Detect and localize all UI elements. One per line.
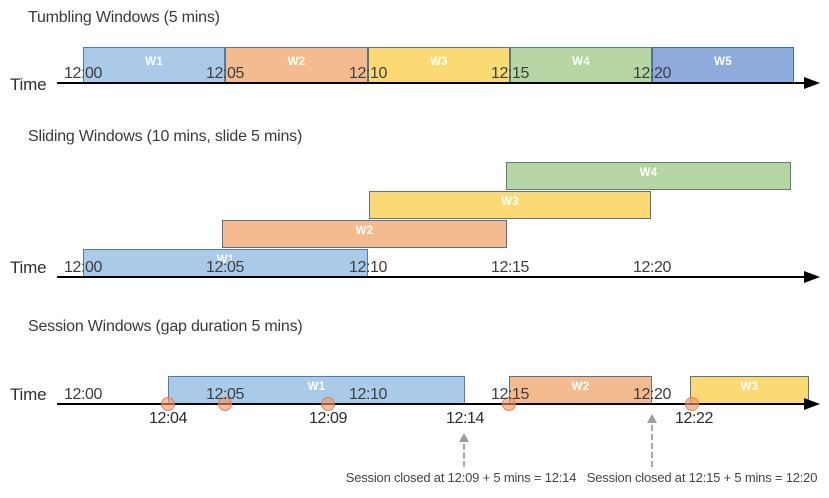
event-dot — [218, 397, 232, 411]
tick-label: 12:10 — [348, 386, 388, 403]
tick-label: 12:00 — [63, 65, 103, 82]
tick-label: 12:10 — [348, 65, 388, 82]
tick-label: 12:05 — [205, 259, 245, 276]
annotation-text: Session closed at 12:15 + 5 mins = 12:20 — [586, 470, 818, 485]
window-box: W4 — [506, 162, 791, 190]
tick-label: 12:20 — [632, 259, 672, 276]
window-label: W2 — [355, 225, 374, 237]
timeline — [57, 276, 806, 278]
window-label: W2 — [571, 381, 590, 393]
annotation-arrow-icon — [459, 433, 469, 442]
tick-label: 12:00 — [63, 386, 103, 403]
timeline-arrowhead-icon — [804, 77, 820, 89]
window-label: W4 — [639, 167, 658, 179]
window-label: W1 — [145, 56, 163, 68]
section-title: Session Windows (gap duration 5 mins) — [28, 318, 303, 335]
window-box: W3 — [369, 191, 651, 219]
timeline — [57, 403, 806, 405]
window-label: W1 — [216, 254, 235, 266]
event-dot — [502, 397, 516, 411]
window-box: W3 — [690, 376, 809, 404]
annotation-arrow-dash — [651, 425, 653, 467]
event-dot — [685, 397, 699, 411]
tick-label: 12:20 — [632, 65, 672, 82]
window-box: W2 — [222, 220, 507, 248]
timeline — [57, 82, 806, 84]
window-box: W2 — [509, 376, 652, 404]
event-time-label: 12:09 — [308, 410, 348, 427]
window-label: W1 — [307, 381, 326, 393]
annotation-arrow-dash — [463, 444, 465, 467]
tick-label: 12:15 — [490, 259, 530, 276]
tick-label: 12:20 — [632, 386, 672, 403]
window-label: W3 — [430, 56, 448, 68]
tick-label: 12:05 — [205, 65, 245, 82]
window-label: W5 — [714, 56, 732, 68]
window-box: W2 — [225, 47, 368, 83]
time-axis-label: Time — [10, 385, 47, 404]
event-dot — [161, 397, 175, 411]
event-time-label: 12:22 — [674, 410, 714, 427]
tick-label: 12:15 — [490, 386, 530, 403]
event-time-label: 12:04 — [148, 410, 188, 427]
window-box: W1 — [168, 376, 465, 404]
window-box: W3 — [368, 47, 510, 83]
annotation-arrow-icon — [647, 414, 657, 423]
section-title: Tumbling Windows (5 mins) — [28, 9, 220, 26]
event-dot — [321, 397, 335, 411]
tick-label: 12:05 — [205, 386, 245, 403]
window-box: W4 — [510, 47, 652, 83]
time-axis-label: Time — [10, 258, 47, 277]
annotation-text: Session closed at 12:09 + 5 mins = 12:14 — [345, 470, 577, 485]
event-time-label: 12:14 — [445, 410, 485, 427]
tick-label: 12:00 — [63, 259, 103, 276]
window-box: W1 — [83, 249, 368, 277]
window-label: W3 — [501, 196, 519, 208]
section-title: Sliding Windows (10 mins, slide 5 mins) — [28, 128, 303, 145]
timeline-arrowhead-icon — [804, 398, 820, 410]
window-label: W4 — [572, 56, 590, 68]
tick-label: 12:15 — [490, 65, 530, 82]
window-label: W2 — [287, 56, 306, 68]
window-label: W3 — [740, 381, 759, 393]
time-axis-label: Time — [10, 75, 47, 94]
tick-label: 12:10 — [348, 259, 388, 276]
window-box: W1 — [83, 47, 225, 83]
window-box: W5 — [652, 47, 794, 83]
timeline-arrowhead-icon — [804, 271, 820, 283]
